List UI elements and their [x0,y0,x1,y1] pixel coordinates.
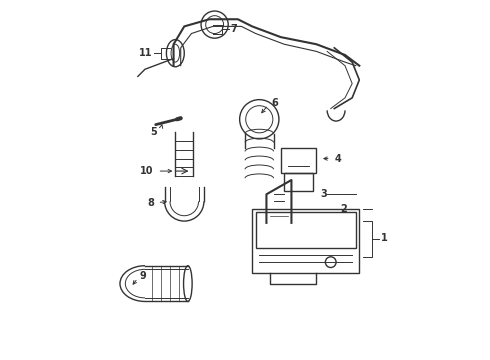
Text: 11: 11 [139,48,152,58]
Text: 4: 4 [334,154,341,163]
Bar [284,173,313,191]
Text: 3: 3 [320,189,327,199]
Bar [256,212,356,248]
Text: 2: 2 [340,203,347,213]
Text: 7: 7 [230,24,237,34]
Text: 10: 10 [141,166,154,176]
Text: 5: 5 [151,127,157,137]
Text: 8: 8 [147,198,154,207]
Bar [252,208,359,273]
Text: 1: 1 [381,233,388,243]
Text: 6: 6 [272,98,278,108]
Bar [281,148,317,173]
Text: 9: 9 [140,271,147,282]
